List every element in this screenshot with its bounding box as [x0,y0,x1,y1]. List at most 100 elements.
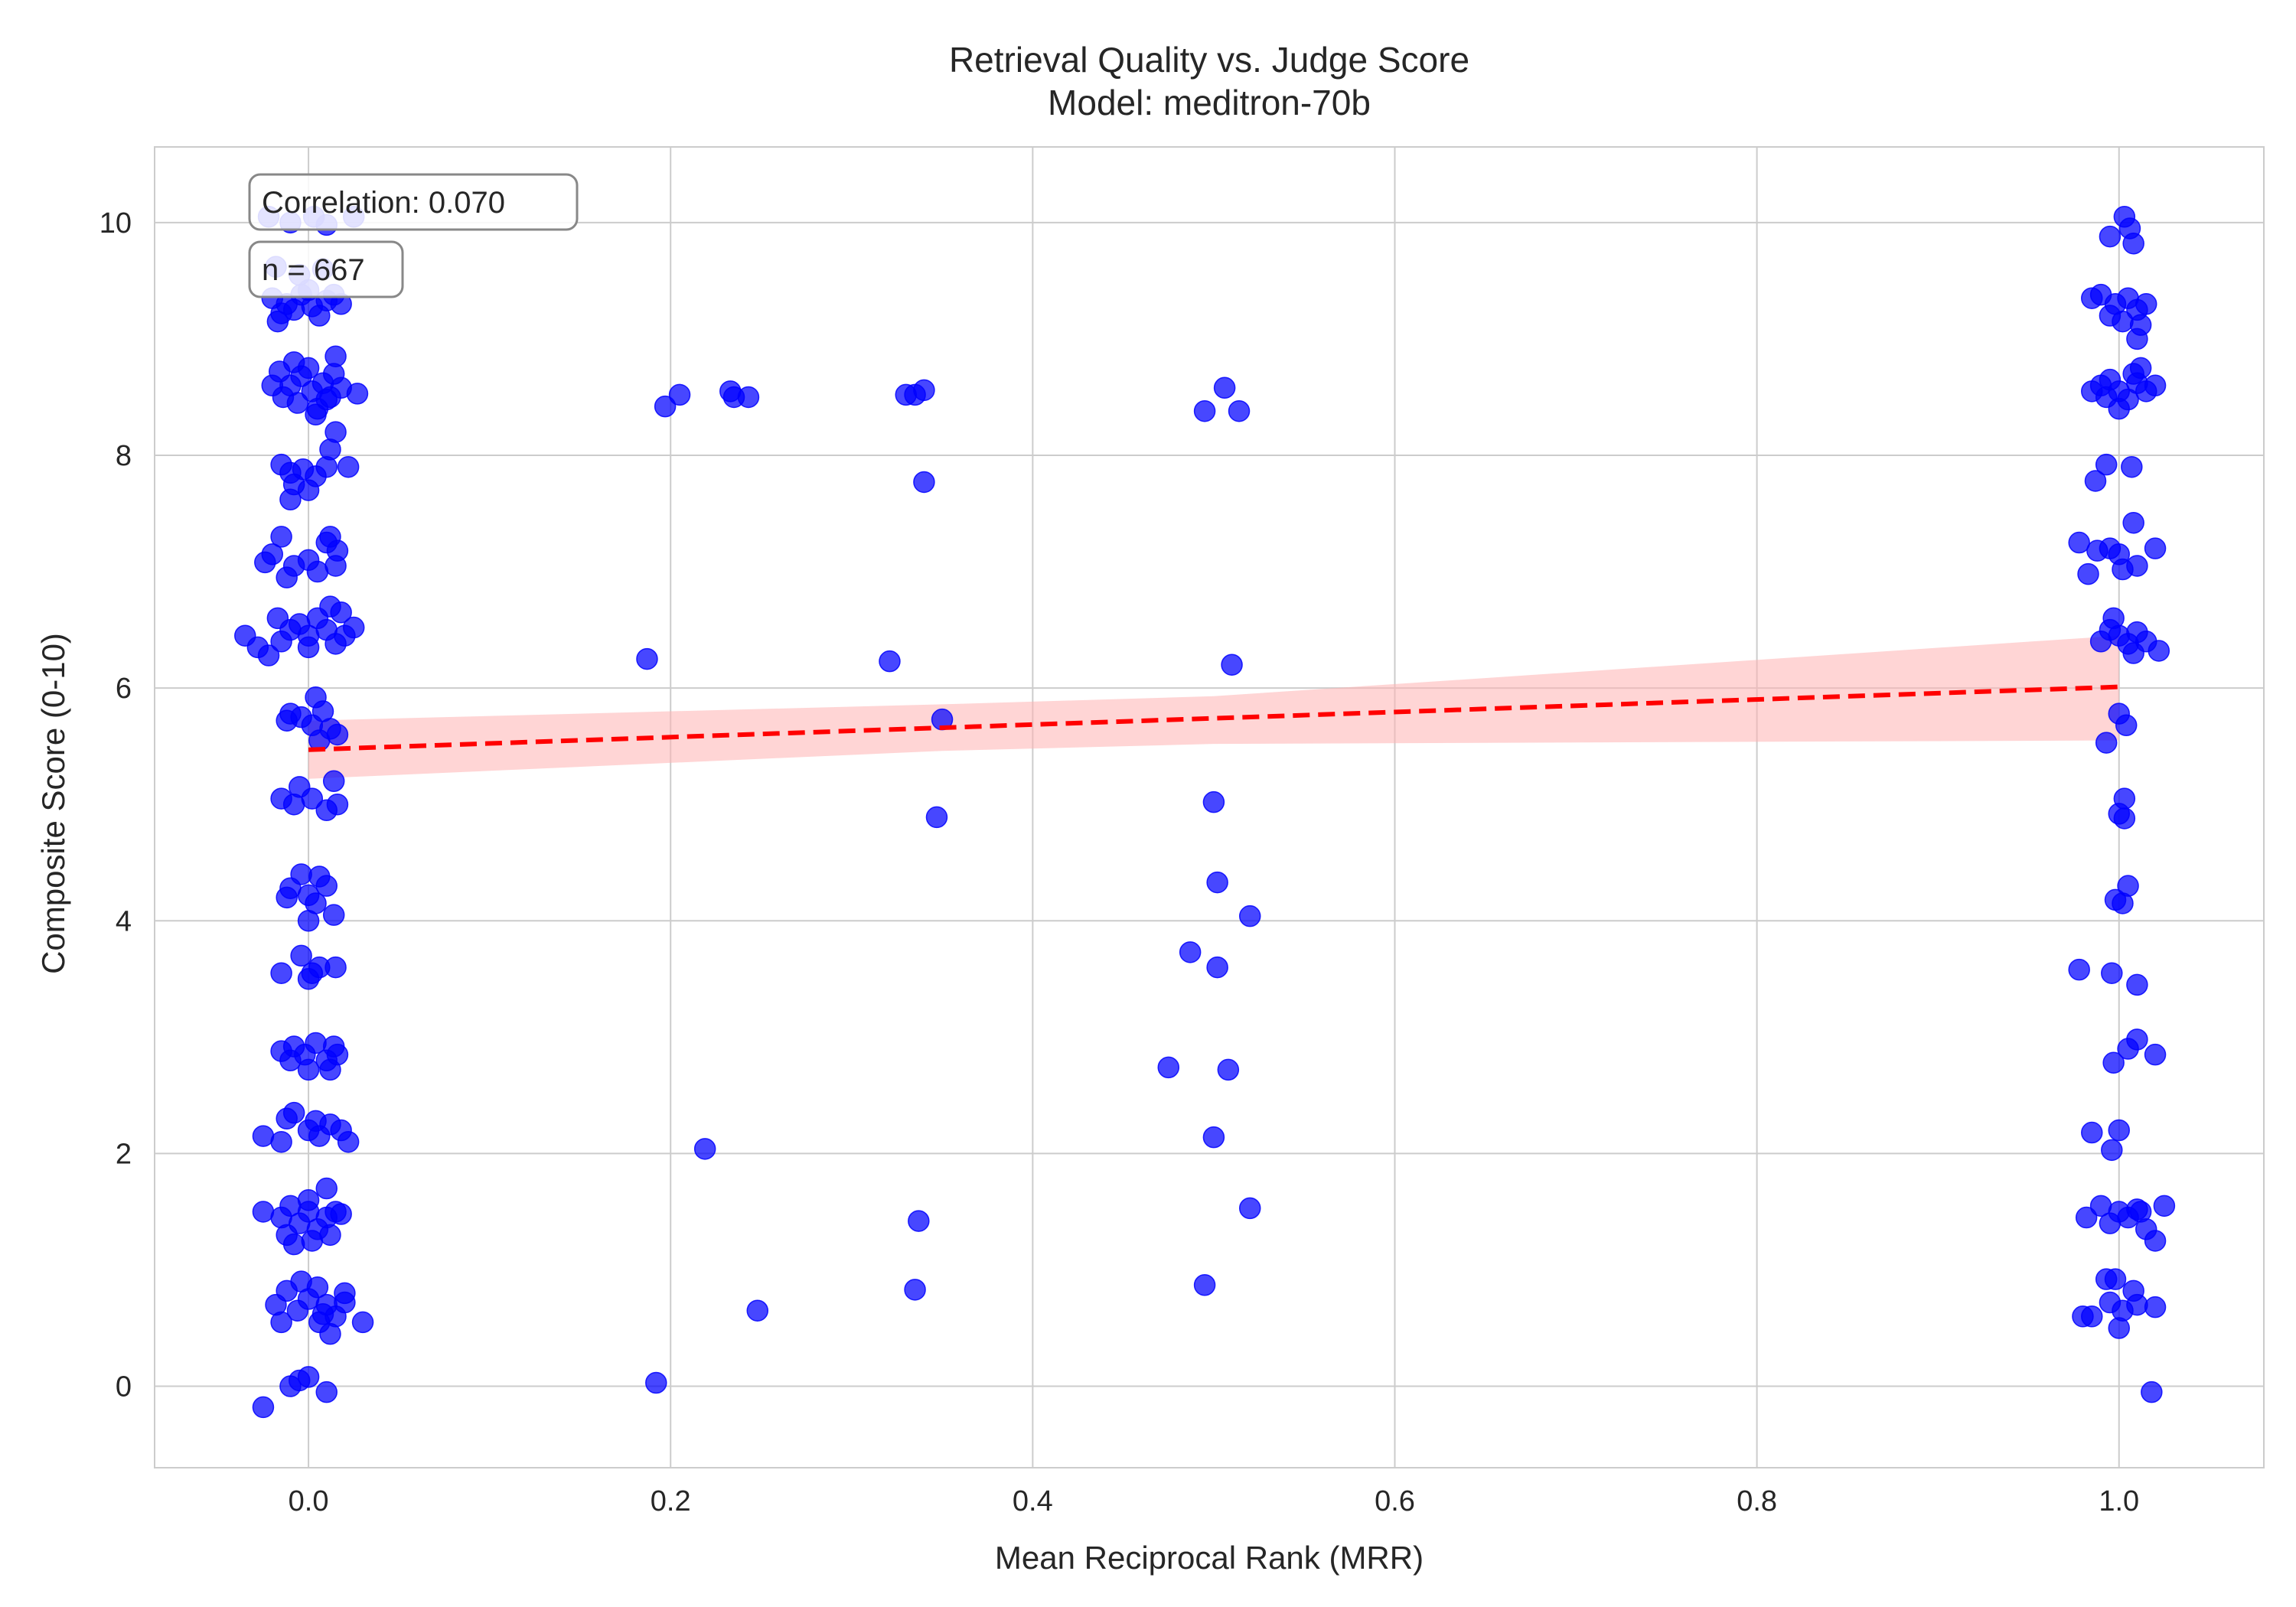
data-point [879,650,901,673]
data-point [276,709,298,732]
y-tick-label: 0 [116,1371,132,1403]
data-point [319,526,341,548]
data-point [351,1311,374,1334]
data-point [2112,310,2134,333]
data-point [252,1125,275,1147]
data-point [1206,956,1228,979]
data-point [319,1322,341,1345]
data-point [315,1380,338,1403]
y-axis-label: Composite Score (0-10) [35,633,71,974]
correlation-annotation-text: Correlation: 0.070 [262,186,505,220]
data-point [297,479,320,501]
data-point [2129,1201,2152,1223]
data-point [330,1203,352,1225]
data-point [1217,1058,1240,1081]
data-point [908,1210,930,1232]
data-point [925,806,948,829]
data-point [326,793,349,816]
data-point [737,386,760,409]
y-tick-label: 6 [116,673,132,705]
data-point [326,723,349,746]
plot-frame [154,146,2265,1468]
data-point [2095,732,2118,754]
data-point [2144,1043,2167,1066]
data-point [297,636,320,659]
data-point [2144,537,2167,559]
data-point [2126,555,2148,577]
data-point [2112,892,2134,914]
data-point [2126,328,2148,350]
data-point [2068,531,2090,554]
data-point [306,560,329,583]
data-point [2144,1296,2167,1319]
data-point [290,863,312,885]
data-point [282,351,305,373]
data-point [325,345,347,367]
y-tick-label: 8 [116,440,132,472]
count-annotation: n = 667 [248,240,404,298]
chart-title: Retrieval Quality vs. Judge Score [949,40,1469,80]
data-point [270,962,292,984]
data-point [270,1311,292,1334]
data-point [270,526,292,548]
data-point [276,1107,298,1130]
confidence-band [308,635,2119,779]
data-point [2153,1195,2176,1217]
data-point [2126,1293,2148,1316]
data-point [2122,511,2144,534]
data-point [301,1230,324,1252]
data-point [266,607,289,630]
data-point [266,310,289,333]
confidence-band-layer [308,635,2119,779]
data-point [325,956,347,979]
data-point [276,566,298,588]
data-point [270,1130,292,1153]
data-point [322,1035,345,1058]
data-point [315,875,338,897]
data-point [2115,714,2138,737]
data-point [297,1188,320,1211]
data-point [322,904,345,926]
data-point [2126,973,2148,996]
data-point [2122,232,2144,255]
data-point [257,644,280,667]
y-tick-label: 2 [116,1138,132,1170]
data-point [322,770,345,793]
chart-subtitle: Model: meditron-70b [1048,83,1371,122]
data-point [2084,470,2107,492]
data-point [913,379,935,402]
data-point [2108,1317,2130,1339]
y-tick-label: 10 [99,207,132,240]
data-point [346,383,369,405]
data-point [1238,905,1261,927]
data-point [2148,640,2170,662]
data-point [1179,941,1202,963]
correlation-annotation: Correlation: 0.070 [248,173,579,231]
data-point [2121,455,2143,478]
data-point [252,1396,275,1419]
data-point [2101,1139,2123,1162]
data-point [2102,1051,2125,1074]
data-point [334,1282,356,1305]
data-point [2135,293,2157,315]
data-point [2101,962,2123,984]
data-point [1238,1197,1261,1220]
data-point [301,787,324,810]
data-point [1202,1126,1225,1149]
x-tick-label: 0.8 [1737,1485,1777,1517]
data-point [330,601,352,624]
y-tick-labels: 0 2 4 6 8 10 [99,207,132,1403]
count-annotation-box [248,240,404,298]
data-point [2144,374,2167,396]
data-point [904,1279,926,1301]
data-point [315,388,338,411]
data-point [282,793,305,816]
data-point [2122,642,2144,664]
x-tick-label: 0.2 [651,1485,691,1517]
data-point [2108,1119,2130,1142]
data-point [297,910,320,932]
data-point [305,403,327,426]
data-point [2117,1038,2139,1060]
data-point [1206,871,1228,894]
